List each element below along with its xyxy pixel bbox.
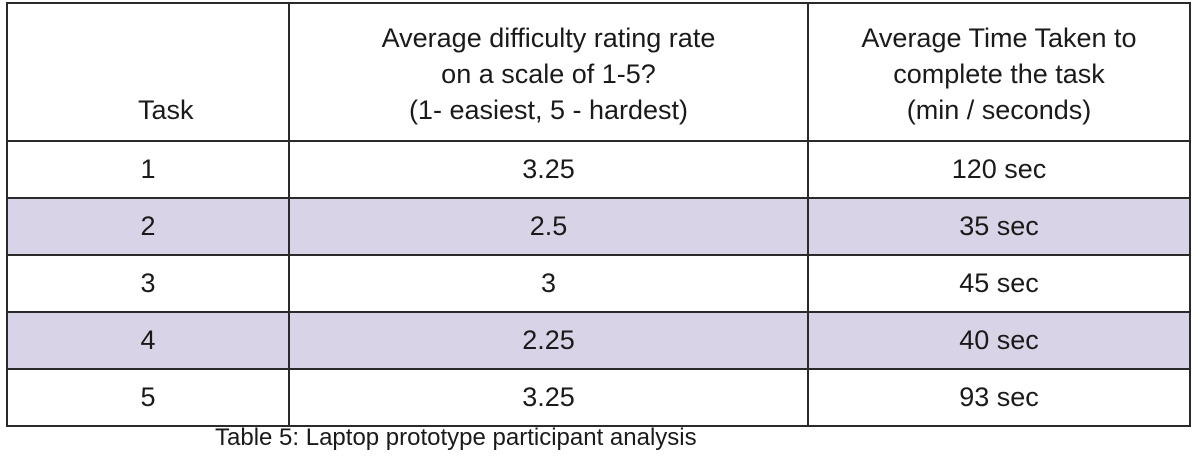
- header-difficulty: Average difficulty rating rate on a scal…: [288, 2, 809, 142]
- cell-task: 4: [6, 311, 290, 370]
- table-row: 5 3.25 93 sec: [6, 368, 1191, 427]
- header-difficulty-line-1: Average difficulty rating rate: [381, 23, 716, 53]
- cell-time: 45 sec: [807, 254, 1191, 313]
- header-difficulty-line-3: (1- easiest, 5 - hardest): [408, 95, 689, 125]
- cell-difficulty: 3.25: [288, 140, 809, 199]
- cell-task: 5: [6, 368, 290, 427]
- header-difficulty-line-2: on a scale of 1-5?: [441, 59, 656, 89]
- cell-time: 40 sec: [807, 311, 1191, 370]
- cell-difficulty: 2.25: [288, 311, 809, 370]
- results-table: Task Average difficulty rating rate on a…: [6, 2, 1191, 427]
- cell-time: 35 sec: [807, 197, 1191, 256]
- header-time-line-2: complete the task: [893, 59, 1105, 89]
- cell-task: 1: [6, 140, 290, 199]
- cell-difficulty: 3.25: [288, 368, 809, 427]
- cell-difficulty: 3: [288, 254, 809, 313]
- cell-difficulty: 2.5: [288, 197, 809, 256]
- cell-task: 2: [6, 197, 290, 256]
- table-header-row: Task Average difficulty rating rate on a…: [6, 2, 1191, 142]
- header-task: Task: [6, 2, 290, 142]
- table-caption: Table 5: Laptop prototype participant an…: [215, 424, 697, 451]
- cell-task: 3: [6, 254, 290, 313]
- table-row: 2 2.5 35 sec: [6, 197, 1191, 256]
- header-time-line-1: Average Time Taken to: [861, 23, 1137, 53]
- header-time: Average Time Taken to complete the task …: [807, 2, 1191, 142]
- table-row: 4 2.25 40 sec: [6, 311, 1191, 370]
- cell-time: 120 sec: [807, 140, 1191, 199]
- table-row: 3 3 45 sec: [6, 254, 1191, 313]
- table-row: 1 3.25 120 sec: [6, 140, 1191, 199]
- cell-time: 93 sec: [807, 368, 1191, 427]
- results-table-container: Task Average difficulty rating rate on a…: [6, 2, 1191, 427]
- header-time-line-3: (min / seconds): [906, 95, 1092, 125]
